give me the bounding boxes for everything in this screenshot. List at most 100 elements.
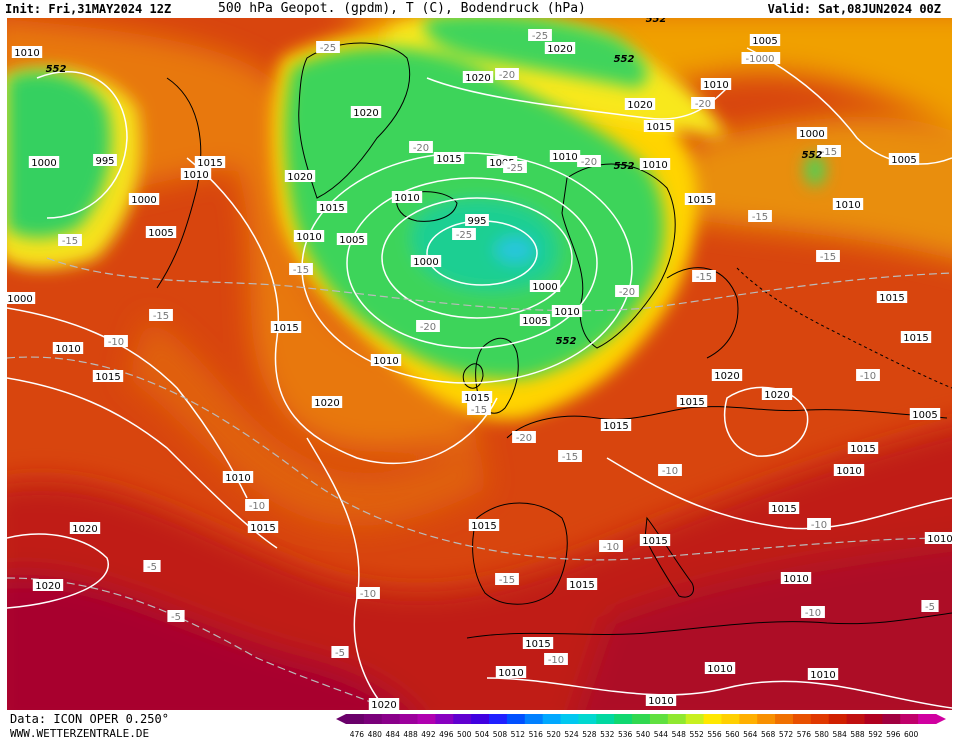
isobar-label-text: 1020	[287, 172, 312, 183]
legend-tick-label: 488	[403, 730, 418, 739]
isobar-label-box	[316, 201, 348, 213]
temp-label: -10	[245, 499, 269, 512]
isobar-label-box	[704, 662, 736, 674]
isobar-label-text: 1010	[14, 48, 39, 59]
legend-tick-label: 552	[689, 730, 704, 739]
isobar-label-text: 1010	[552, 152, 577, 163]
temp-label: -15	[692, 270, 716, 283]
isobar-label: 1015	[566, 578, 598, 591]
isobar-label-box	[780, 572, 812, 584]
legend-tick-label: 596	[886, 730, 901, 739]
legend-tick-label: 580	[815, 730, 830, 739]
legend-tick-label: 536	[618, 730, 633, 739]
isobar-label-text: 1015	[273, 323, 298, 334]
temp-label-box	[807, 518, 831, 530]
coastlines	[156, 42, 952, 639]
legend-tick-label: 496	[439, 730, 454, 739]
europe-coast	[506, 406, 948, 439]
isobar-label: 1015	[522, 637, 554, 650]
geopot-label-text: 552	[646, 18, 667, 25]
legend-swatch	[685, 714, 705, 724]
isobar-label-text: 1015	[850, 444, 875, 455]
isobar-1015-a	[186, 157, 498, 464]
temperature-labels: -25 -25 -20 -20 -20 -20 -25 -15 -15 -25 -15 -15 -15 -…	[58, 29, 939, 666]
isobar-label-box	[761, 388, 793, 400]
temp-label: -15	[495, 573, 519, 586]
isobar-label: 1010	[52, 342, 84, 355]
temp-label-text: -15	[62, 236, 78, 247]
isobar-label: 1010	[11, 46, 43, 59]
temp-label-text: -5	[925, 602, 935, 613]
legend-swatch	[381, 714, 401, 724]
isobar-label-box	[368, 698, 400, 710]
isobar-label: 1015	[468, 519, 500, 532]
field-green-west	[7, 71, 111, 238]
isobar-label-box	[28, 156, 60, 168]
isobar-label-box	[128, 193, 160, 205]
temperature-lines	[7, 257, 952, 710]
temp-label-box	[416, 320, 440, 332]
isobar-label-text: 1015	[197, 158, 222, 169]
temp-label: -20	[409, 141, 433, 154]
isobar-label-text: 995	[95, 156, 114, 167]
isobar-label-text: 995	[467, 216, 486, 227]
isobar-label: 995	[93, 154, 117, 167]
isobar-label-text: 1015	[771, 504, 796, 515]
temp-label-box	[692, 270, 716, 282]
legend-swatch	[524, 714, 544, 724]
temp-label-text: -20	[581, 157, 597, 168]
isobar-label: 995	[465, 214, 489, 227]
temp-label-text: -10	[548, 655, 564, 666]
isobar-label-box	[32, 579, 64, 591]
isobar-label: 1020	[624, 98, 656, 111]
isobar-label-text: 1005	[891, 155, 916, 166]
isobar-label-box	[639, 534, 671, 546]
legend-swatch	[792, 714, 812, 724]
isobar-label-text: 1005	[522, 316, 547, 327]
isobar-label: 1015	[847, 442, 879, 455]
isobar-label-text: 1015	[95, 372, 120, 383]
isobar-label-text: 1010	[554, 307, 579, 318]
legend-tick-label: 492	[421, 730, 436, 739]
legend-swatch	[596, 714, 615, 724]
scandinavia-coast	[561, 163, 676, 349]
temp-label-box	[921, 600, 939, 612]
temp-label-box	[856, 369, 880, 381]
isobar-label-box	[684, 193, 716, 205]
uk-coast	[475, 338, 519, 414]
field-orange-band	[127, 318, 487, 527]
legend-tick-label: 516	[529, 730, 544, 739]
temp-label-text: -10	[860, 371, 876, 382]
weather-map: 1010 1000 995 1015 1010 1000 1005 1000 1010 1015 1…	[7, 18, 952, 710]
isobar-label-text: 1015	[569, 580, 594, 591]
isobar-label-text: 1020	[465, 73, 490, 84]
temp-label: -5	[167, 610, 185, 623]
geopot-label-text: 552	[46, 64, 67, 75]
isobar-label-box	[643, 120, 675, 132]
isobar-label: 1010	[293, 230, 325, 243]
isobar-label-text: 1015	[436, 154, 461, 165]
temp-label-box	[816, 250, 840, 262]
isobar-label-box	[639, 158, 671, 170]
isobar-label-text: 1015	[879, 293, 904, 304]
isobar-label-text: 1015	[679, 397, 704, 408]
legend-tick-label: 588	[850, 730, 865, 739]
isobar-label-box	[52, 342, 84, 354]
temp-label: -10	[544, 653, 568, 666]
field-teal-core	[411, 199, 559, 292]
legend-swatch	[489, 714, 508, 724]
ireland-coast	[462, 363, 484, 389]
temp-label-text: -15	[752, 212, 768, 223]
temp-label-text: -10	[603, 542, 619, 553]
isobar-label-box	[410, 255, 442, 267]
isobar-label-box	[749, 34, 781, 46]
isobar-label-text: 1000	[532, 282, 557, 293]
isobar-label: 1000	[28, 156, 60, 169]
isobar-label-box	[519, 314, 551, 326]
temp-label: -10	[658, 464, 682, 477]
temp-label-box	[467, 403, 491, 415]
isobar-label-text: 1010	[707, 664, 732, 675]
isobar-east-1015	[606, 457, 952, 530]
temp-label: -10	[807, 518, 831, 531]
geopot-label: 552	[556, 336, 577, 347]
